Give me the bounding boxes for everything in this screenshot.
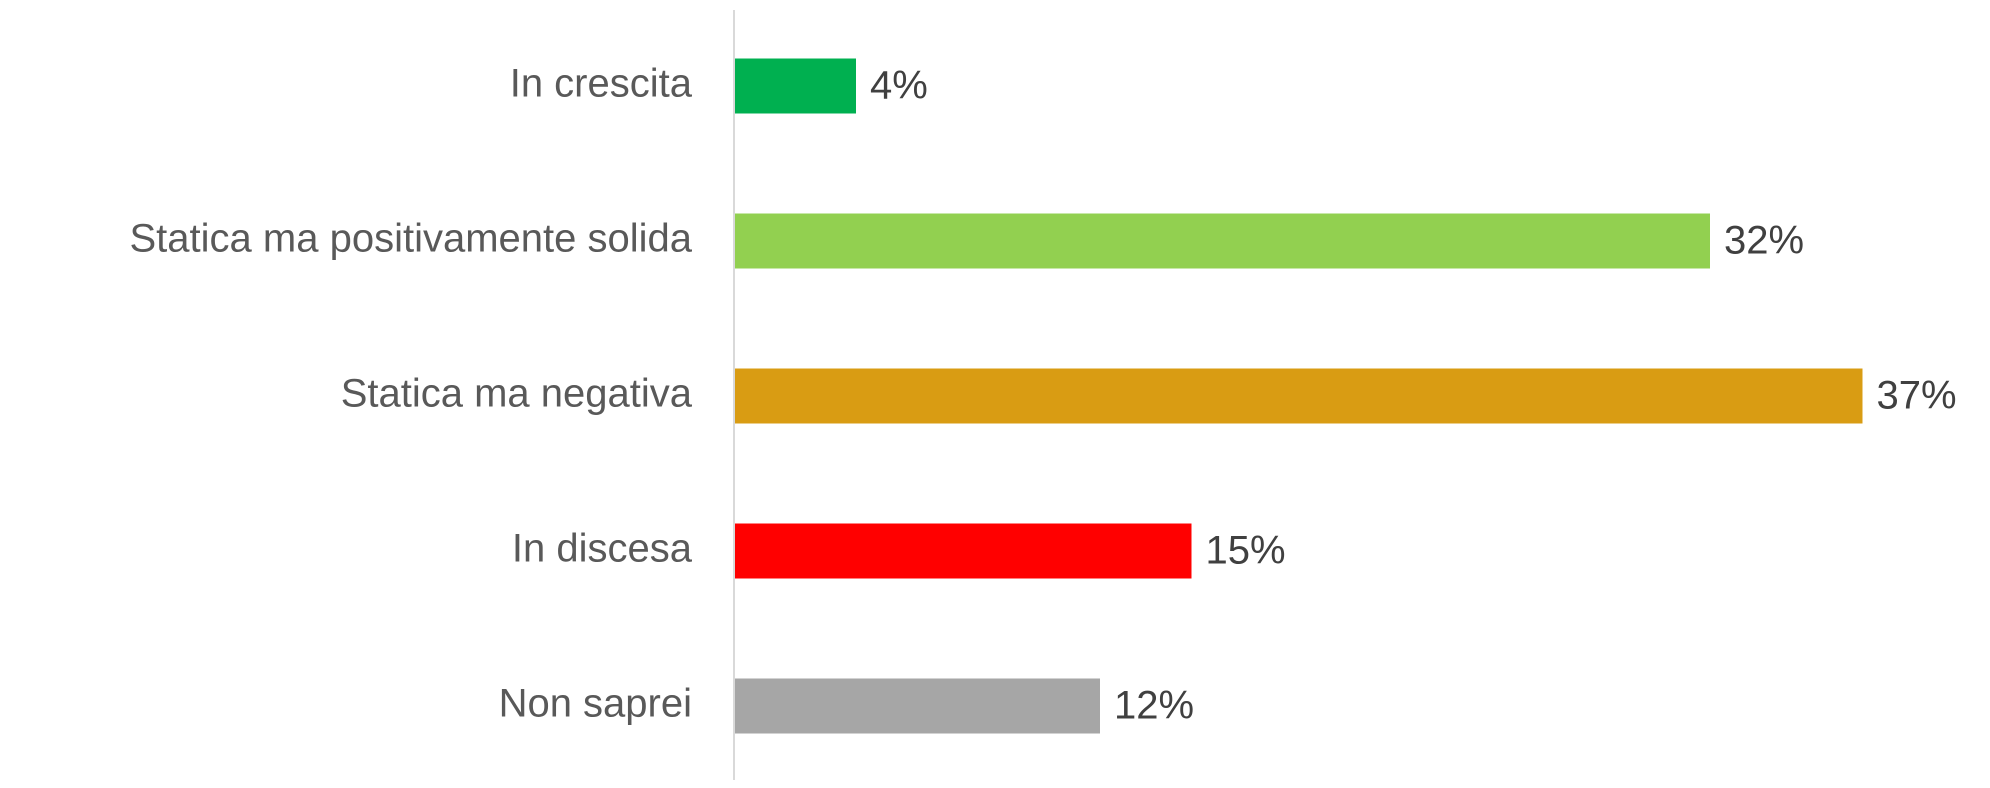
category-label: In crescita	[510, 62, 693, 106]
value-label: 37%	[1877, 374, 1957, 418]
bar	[734, 213, 1710, 269]
category-label: Statica ma positivamente solida	[130, 217, 693, 261]
bar	[734, 523, 1192, 579]
bar	[734, 58, 856, 114]
value-label: 32%	[1724, 219, 1804, 263]
value-label: 15%	[1206, 529, 1286, 573]
category-label: In discesa	[512, 527, 693, 571]
value-label: 4%	[870, 64, 928, 108]
bar	[734, 678, 1100, 734]
category-label: Statica ma negativa	[341, 372, 693, 416]
bar	[734, 368, 1863, 424]
value-label: 12%	[1114, 684, 1194, 728]
category-label: Non saprei	[499, 682, 692, 726]
